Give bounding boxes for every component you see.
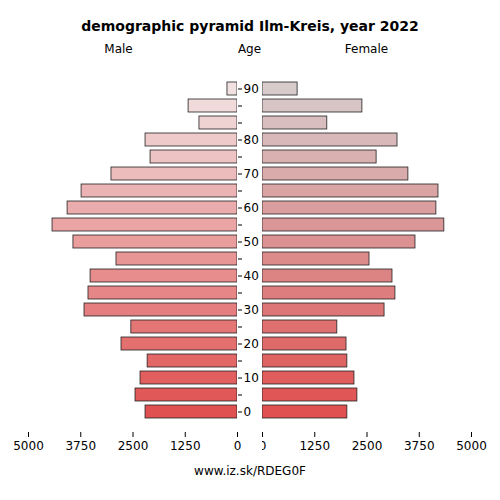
svg-text:0: 0 [262,439,266,453]
svg-text:20: 20 [244,337,259,351]
svg-text:40: 40 [244,269,259,283]
html-text:Male: Male [104,42,133,56]
svg-text:70: 70 [244,167,259,181]
svg-text:90: 90 [244,82,259,96]
html-text:Age: Age [237,42,262,56]
svg-text:0: 0 [234,439,242,453]
svg-text:5000: 5000 [456,439,487,453]
svg-text:2500: 2500 [352,439,383,453]
svg-text:3750: 3750 [404,439,435,453]
svg-text:1250: 1250 [299,439,330,453]
html-text:demographic pyramid Ilm-Kreis,: demographic pyramid Ilm-Kreis, year 2022 [81,18,419,34]
svg-text:10: 10 [244,371,259,385]
svg-text:60: 60 [244,201,259,215]
svg-text:50: 50 [244,235,259,249]
html-text:Female: Female [344,42,389,56]
svg-text:0: 0 [244,405,252,419]
html-text:www.iz.sk/RDEG0F: www.iz.sk/RDEG0F [194,464,306,478]
svg-text:3750: 3750 [65,439,96,453]
svg-text:80: 80 [244,133,259,147]
svg-text:5000: 5000 [13,439,44,453]
svg-text:30: 30 [244,303,259,317]
svg-text:2500: 2500 [118,439,149,453]
svg-text:1250: 1250 [170,439,201,453]
